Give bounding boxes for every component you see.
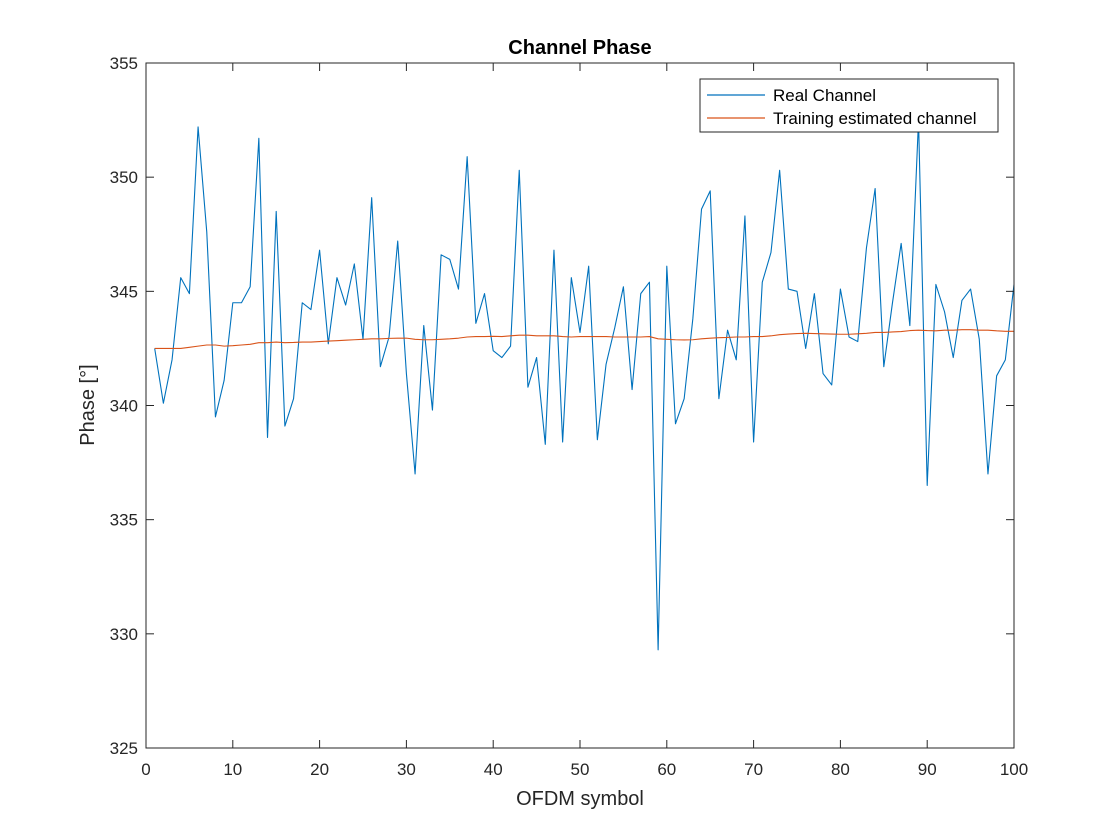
series-line-training-estimated-channel bbox=[154, 329, 1014, 349]
x-tick-label: 90 bbox=[918, 760, 937, 779]
series-layer bbox=[154, 119, 1015, 651]
y-axis-label: Phase [°] bbox=[77, 364, 99, 445]
legend-label-training-estimated-channel: Training estimated channel bbox=[773, 109, 977, 128]
x-axis-label: OFDM symbol bbox=[516, 788, 644, 810]
y-tick-label: 325 bbox=[110, 739, 138, 758]
y-tick-label: 335 bbox=[110, 511, 138, 530]
x-tick-label: 80 bbox=[831, 760, 850, 779]
x-tick-label: 60 bbox=[657, 760, 676, 779]
legend-box bbox=[699, 78, 999, 133]
plot-area-background bbox=[146, 63, 1014, 748]
y-tick-label: 330 bbox=[110, 625, 138, 644]
x-tick-label: 30 bbox=[397, 760, 416, 779]
y-tick-label: 345 bbox=[110, 282, 138, 301]
x-tick-label: 0 bbox=[141, 760, 150, 779]
chart-title: Channel Phase bbox=[508, 37, 651, 59]
y-tick-label: 350 bbox=[110, 168, 138, 187]
x-tick-label: 70 bbox=[744, 760, 763, 779]
y-tick-label: 340 bbox=[110, 397, 138, 416]
y-tick-label: 355 bbox=[110, 54, 138, 73]
x-tick-label: 50 bbox=[571, 760, 590, 779]
x-tick-label: 20 bbox=[310, 760, 329, 779]
legend: Real Channel Training estimated channel bbox=[699, 78, 999, 133]
series-line-real-channel bbox=[154, 119, 1015, 651]
legend-label-real-channel: Real Channel bbox=[773, 86, 876, 105]
x-tick-label: 40 bbox=[484, 760, 503, 779]
x-tick-label: 100 bbox=[1000, 760, 1028, 779]
tick-layer: 0 10 20 30 40 50 60 70 80 90 100 325 330 335 340 345 350… bbox=[110, 54, 1029, 779]
x-tick-label: 10 bbox=[223, 760, 242, 779]
